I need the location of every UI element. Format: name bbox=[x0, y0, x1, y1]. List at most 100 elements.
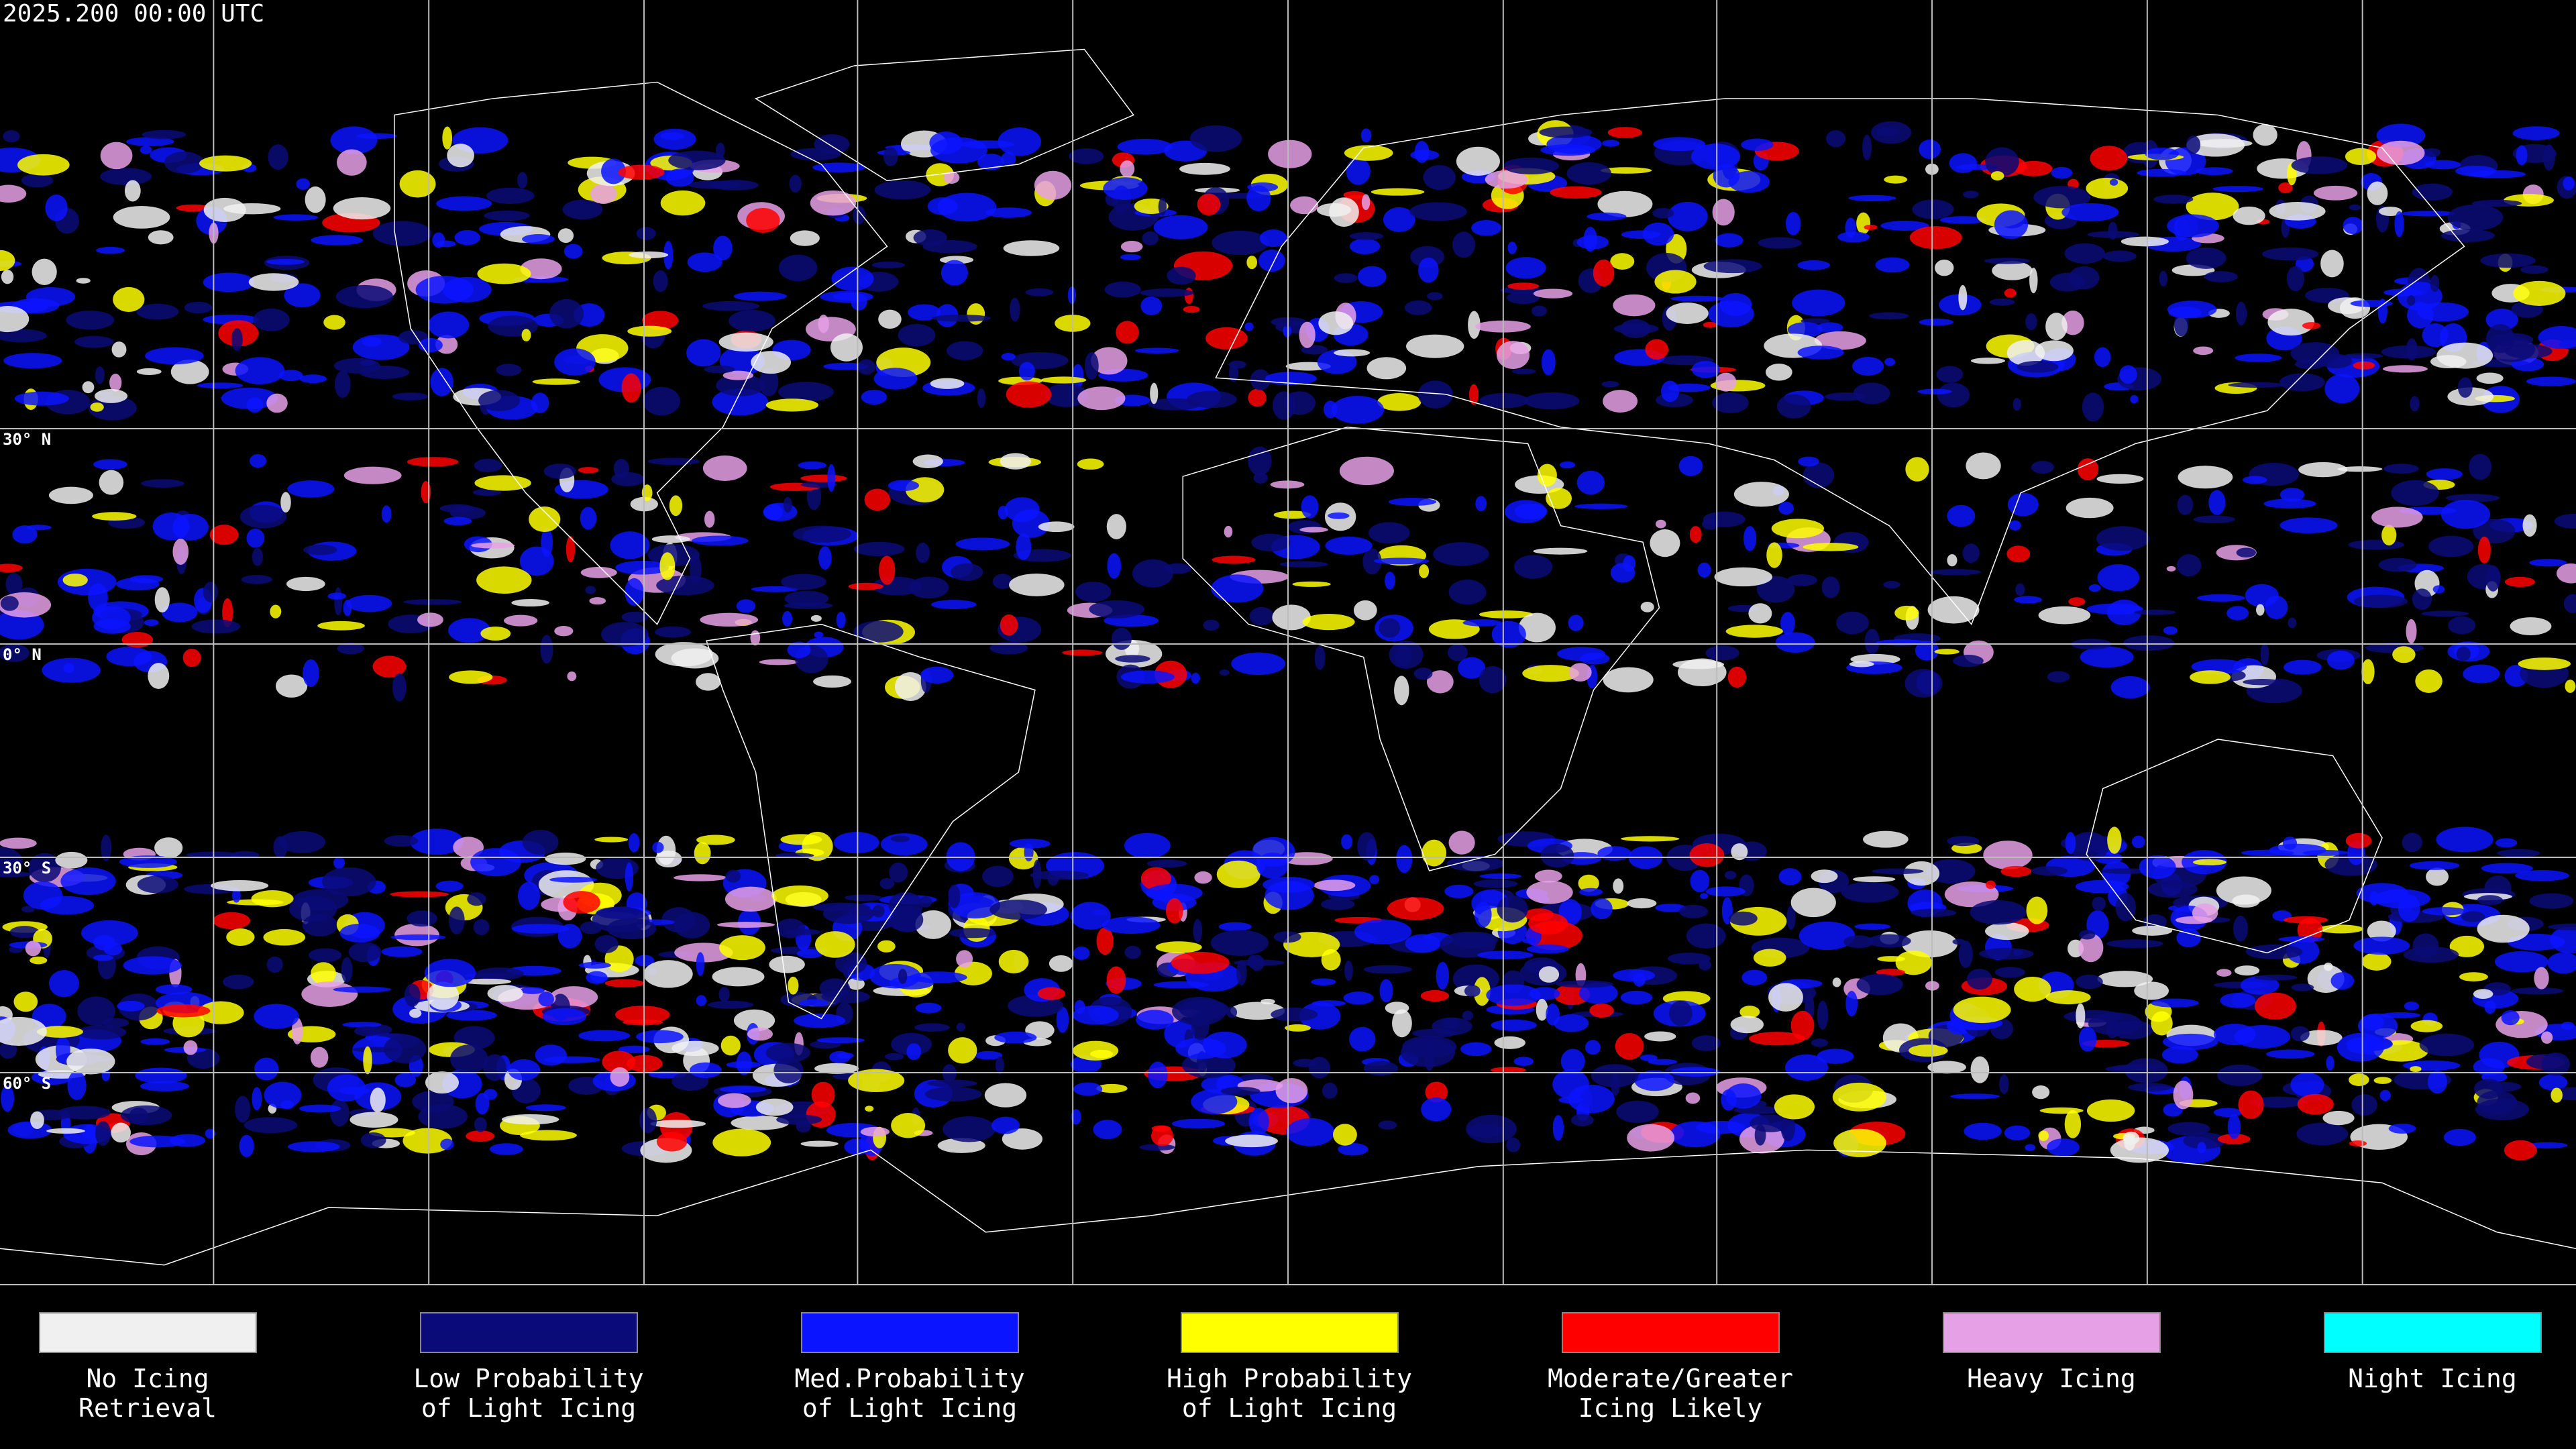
icing-cell bbox=[1559, 461, 1576, 469]
icing-cell bbox=[2290, 1072, 2324, 1097]
icing-cell bbox=[2406, 619, 2417, 644]
icing-cell bbox=[2421, 610, 2469, 617]
icing-cell bbox=[615, 560, 669, 575]
icing-cell bbox=[1912, 199, 1954, 219]
icing-cell bbox=[2015, 583, 2025, 596]
icing-cell bbox=[2400, 211, 2456, 217]
icing-cell bbox=[164, 151, 204, 174]
icing-cell bbox=[618, 1045, 650, 1053]
icing-cell bbox=[669, 495, 683, 517]
icing-cell bbox=[763, 502, 798, 521]
icing-cell bbox=[410, 828, 464, 855]
icing-cell bbox=[2214, 1023, 2256, 1046]
icing-cell bbox=[1849, 661, 1874, 667]
icing-cell bbox=[2425, 160, 2461, 170]
icing-cell bbox=[1884, 358, 1896, 366]
icing-cell bbox=[1554, 1014, 1589, 1032]
icing-cell bbox=[625, 862, 634, 892]
icing-cell bbox=[2153, 195, 2194, 204]
icing-cell bbox=[1690, 144, 1741, 170]
icing-cell bbox=[1073, 1082, 1103, 1096]
icing-cell bbox=[1191, 672, 1200, 684]
icing-cell bbox=[725, 869, 741, 883]
icing-cell bbox=[618, 164, 665, 180]
icing-cell bbox=[402, 1128, 453, 1154]
icing-cell bbox=[384, 835, 419, 847]
icing-cell bbox=[1189, 125, 1242, 152]
icing-cell bbox=[2351, 1094, 2377, 1116]
icing-cell bbox=[435, 880, 464, 892]
icing-cell bbox=[0, 871, 32, 877]
icing-cell bbox=[1096, 927, 1114, 955]
icing-cell bbox=[1603, 390, 1638, 413]
icing-cell bbox=[209, 525, 239, 545]
icing-cell bbox=[955, 537, 1010, 551]
icing-cell bbox=[1533, 547, 1588, 555]
icing-cell bbox=[1497, 895, 1528, 923]
icing-cell bbox=[2130, 394, 2139, 404]
icing-cell bbox=[1905, 457, 1929, 482]
icing-cell bbox=[1490, 1067, 1526, 1073]
icing-cell bbox=[2134, 981, 2169, 1000]
icing-cell bbox=[836, 611, 846, 629]
icing-cell bbox=[879, 877, 895, 890]
icing-cell bbox=[0, 847, 23, 876]
icing-cell bbox=[1354, 919, 1412, 945]
icing-cell bbox=[811, 1081, 835, 1108]
icing-cell bbox=[2422, 907, 2467, 916]
icing-cell bbox=[0, 644, 30, 662]
icing-cell bbox=[1613, 969, 1656, 982]
icing-cell bbox=[1672, 659, 1725, 669]
icing-cell bbox=[1332, 1124, 1357, 1146]
icing-cell bbox=[998, 949, 1029, 973]
icing-cell bbox=[2449, 935, 2485, 957]
legend-label: Low Probability bbox=[413, 1364, 643, 1393]
icing-cell bbox=[2348, 539, 2405, 550]
icing-cell bbox=[2008, 520, 2021, 531]
icing-cell bbox=[1331, 396, 1385, 424]
icing-cell bbox=[2159, 270, 2167, 287]
icing-cell bbox=[1226, 1006, 1238, 1018]
icing-cell bbox=[733, 291, 787, 301]
icing-cell bbox=[872, 904, 885, 918]
icing-cell bbox=[1251, 533, 1291, 552]
icing-cell bbox=[2511, 987, 2564, 995]
icing-cell bbox=[142, 129, 186, 140]
icing-cell bbox=[1719, 292, 1752, 316]
icing-cell bbox=[2007, 492, 2039, 517]
icing-cell bbox=[874, 180, 931, 200]
icing-cell bbox=[800, 474, 847, 482]
icing-cell bbox=[2296, 1122, 2349, 1146]
icing-cell bbox=[2477, 536, 2491, 564]
icing-cell bbox=[1, 269, 14, 284]
icing-cell bbox=[2378, 207, 2402, 216]
icing-cell bbox=[2527, 1142, 2568, 1149]
icing-cell bbox=[1627, 1124, 1675, 1152]
icing-cell bbox=[1360, 128, 1372, 143]
icing-cell bbox=[278, 830, 326, 853]
icing-cell bbox=[101, 835, 112, 861]
icing-cell bbox=[1077, 386, 1126, 411]
icing-cell bbox=[1966, 969, 1992, 990]
legend-label: of Light Icing bbox=[802, 1393, 1017, 1423]
icing-cell bbox=[32, 258, 57, 285]
icing-cell bbox=[1246, 256, 1257, 270]
icing-cell bbox=[898, 323, 936, 347]
icing-cell bbox=[1000, 453, 1032, 470]
icing-cell bbox=[329, 1099, 350, 1127]
icing-cell bbox=[1691, 361, 1720, 378]
icing-cell bbox=[724, 886, 777, 912]
icing-cell bbox=[2313, 185, 2358, 201]
icing-cell bbox=[1994, 210, 2029, 239]
icing-cell bbox=[299, 1104, 341, 1113]
icing-cell bbox=[2448, 616, 2476, 635]
icing-cell bbox=[1774, 1094, 1815, 1120]
icing-cell bbox=[407, 910, 437, 927]
icing-cell bbox=[1212, 555, 1256, 564]
icing-cell bbox=[696, 952, 705, 976]
icing-cell bbox=[2032, 1085, 2050, 1099]
icing-cell bbox=[2266, 1049, 2315, 1059]
icing-cell bbox=[2086, 1099, 2135, 1122]
icing-cell bbox=[2000, 865, 2032, 877]
icing-cell bbox=[1467, 1124, 1505, 1138]
